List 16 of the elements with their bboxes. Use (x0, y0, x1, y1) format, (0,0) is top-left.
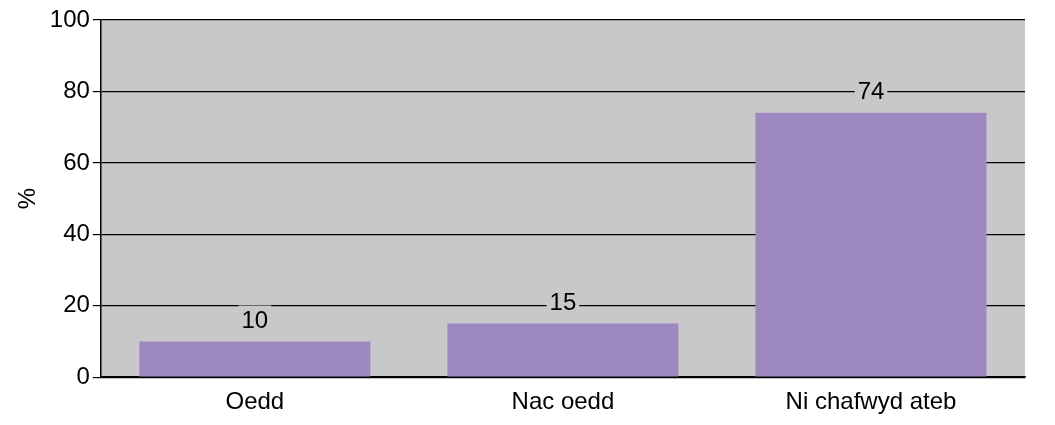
data-label: 10 (241, 306, 269, 334)
bar (139, 341, 371, 377)
y-tick-label: 80 (63, 76, 90, 104)
data-label: 15 (549, 288, 577, 316)
y-tick-label: 100 (49, 4, 90, 32)
y-tick-label: 0 (76, 361, 90, 389)
y-tick-label: 40 (63, 218, 90, 246)
x-tick-label: Oedd (225, 387, 285, 415)
y-tick-label: 20 (63, 290, 90, 318)
y-axis-title: % (13, 187, 41, 210)
bar (755, 112, 987, 377)
x-tick-label: Nac oedd (511, 387, 615, 415)
data-label: 74 (857, 77, 885, 105)
y-tick-label: 60 (63, 147, 90, 175)
x-tick-label: Ni chafwyd ateb (785, 387, 957, 415)
bar (447, 323, 679, 377)
